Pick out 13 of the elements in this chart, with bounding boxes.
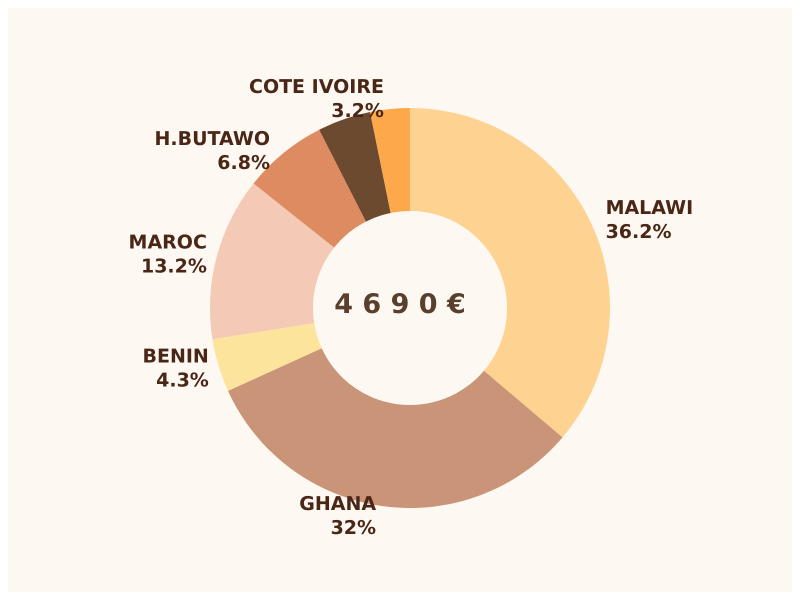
data-label: 13.2% [140,256,207,278]
data-label: 36.2% [606,220,672,243]
slice-label: GHANA [299,492,376,515]
slice-label: MALAWI [606,196,694,219]
data-label: 4.3% [156,369,209,392]
slice-label: H.BUTAWO [154,128,270,150]
data-label: 32% [330,516,376,539]
slice-label: COTE IVOIRE [249,76,384,98]
data-label: 6.8% [217,152,270,174]
slice-label: MAROC [128,232,207,254]
slice-label: BENIN [142,345,209,368]
text: 4 6 9 0 € [334,289,466,320]
data-label: 3.2% [331,100,384,122]
